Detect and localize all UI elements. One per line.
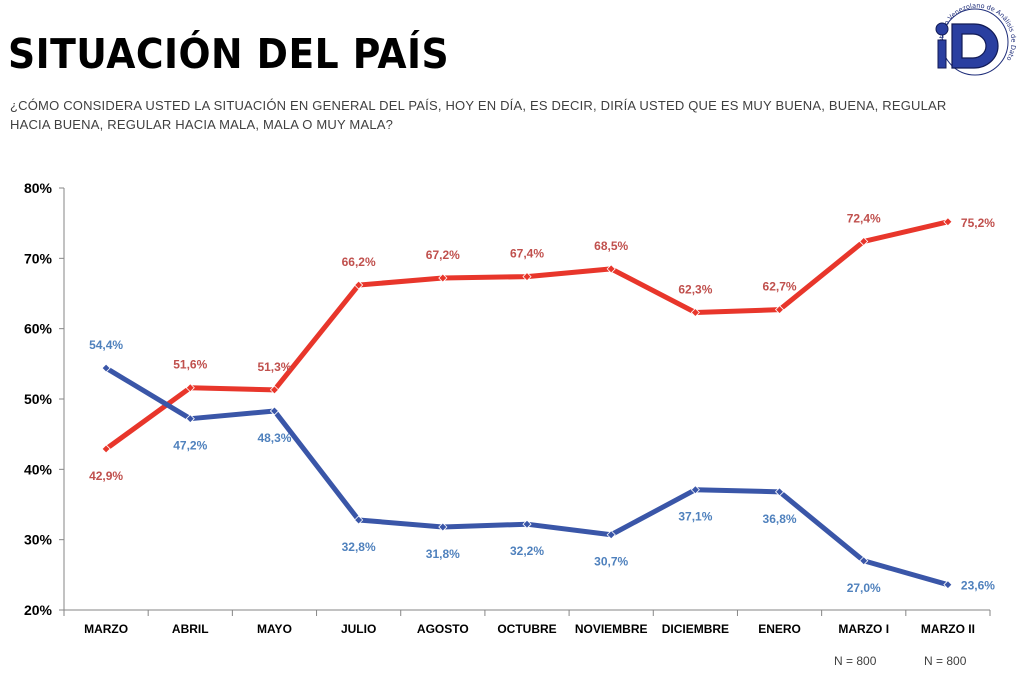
data-point-red	[354, 280, 364, 290]
data-label-red: 67,2%	[426, 248, 460, 262]
data-point-blue	[185, 414, 195, 424]
data-label-blue: 27,0%	[847, 581, 881, 595]
data-label-red: 51,3%	[257, 360, 291, 374]
data-label-blue: 30,7%	[594, 555, 628, 569]
data-label-red: 66,2%	[342, 255, 376, 269]
data-label-blue: 37,1%	[678, 510, 712, 524]
x-tick-label: ABRIL	[172, 622, 209, 636]
data-label-blue: 32,8%	[342, 540, 376, 554]
x-tick-label: ENERO	[758, 622, 801, 636]
data-point-red	[774, 305, 785, 315]
data-label-red: 51,6%	[173, 358, 207, 372]
x-axis: MARZO ABRIL MAYO JULIO AGOSTO OCTUBRE NOVIEMBR…	[63, 609, 991, 636]
data-label-red: 62,7%	[763, 280, 797, 294]
data-label-blue: 23,6%	[961, 579, 995, 593]
data-point-red	[522, 272, 532, 282]
data-label-blue: 32,2%	[510, 544, 544, 558]
data-label-blue: 36,8%	[763, 512, 797, 526]
data-point-red	[438, 273, 448, 283]
institute-logo: Instituto Venezolano de Análisis de Dato…	[930, 2, 1017, 76]
series-lines	[101, 217, 953, 590]
data-label-blue: 48,3%	[257, 431, 291, 445]
x-tick-label: MARZO II	[921, 622, 975, 636]
data-label-blue: 54,4%	[89, 338, 123, 352]
y-tick-label: 50%	[24, 391, 53, 407]
data-point-red	[943, 217, 953, 227]
sample-size-note-2: N = 800	[924, 654, 967, 668]
data-point-blue	[606, 530, 616, 540]
data-label-red: 75,2%	[961, 216, 995, 230]
y-tick-label: 40%	[24, 461, 53, 477]
data-point-blue	[522, 519, 532, 529]
x-tick-label: NOVIEMBRE	[575, 622, 648, 636]
x-tick-label: MARZO	[84, 622, 128, 636]
x-tick-label: JULIO	[341, 622, 376, 636]
y-tick-label: 20%	[24, 602, 53, 618]
data-point-red	[690, 307, 700, 318]
y-tick-label: 70%	[24, 250, 53, 266]
data-point-red	[185, 383, 195, 393]
data-label-red: 72,4%	[847, 211, 881, 225]
data-point-blue	[943, 580, 953, 590]
data-label-blue: 47,2%	[173, 439, 207, 453]
page-title: SITUACIÓN DEL PAÍS	[8, 30, 450, 78]
sample-size-note-1: N = 800	[834, 654, 877, 668]
data-point-blue	[859, 556, 869, 566]
data-point-red	[101, 444, 111, 454]
data-label-red: 42,9%	[89, 469, 123, 483]
y-tick-label: 30%	[24, 532, 53, 548]
data-labels: 42,9% 54,4% 51,6% 47,2% 51,3% 48,3% 66,2% 32,8%…	[89, 211, 995, 594]
data-point-blue	[690, 485, 700, 495]
x-tick-label: AGOSTO	[417, 622, 469, 636]
data-point-blue	[101, 363, 111, 373]
data-label-red: 67,4%	[510, 247, 544, 261]
data-point-red	[606, 264, 616, 274]
line-chart: 20% 30% 40% 50% 60% 70% 80% MARZO ABRIL MAYO JULI…	[24, 180, 995, 636]
data-label-red: 62,3%	[678, 282, 712, 296]
y-tick-label: 60%	[24, 321, 53, 337]
x-tick-label: MARZO I	[838, 622, 889, 636]
data-point-blue	[438, 522, 448, 532]
data-point-blue	[269, 406, 280, 416]
y-axis: 20% 30% 40% 50% 60% 70% 80%	[24, 180, 65, 618]
data-point-blue	[774, 487, 785, 497]
data-point-red	[269, 385, 280, 395]
data-label-red: 68,5%	[594, 239, 628, 253]
survey-question: ¿CÓMO CONSIDERA USTED LA SITUACIÓN EN GE…	[10, 98, 947, 132]
data-label-blue: 31,8%	[426, 547, 460, 561]
x-tick-label: MAYO	[257, 622, 292, 636]
data-point-red	[859, 236, 869, 247]
y-tick-label: 80%	[24, 180, 53, 196]
x-tick-label: DICIEMBRE	[662, 622, 729, 636]
x-tick-label: OCTUBRE	[497, 622, 556, 636]
data-point-blue	[354, 515, 364, 525]
